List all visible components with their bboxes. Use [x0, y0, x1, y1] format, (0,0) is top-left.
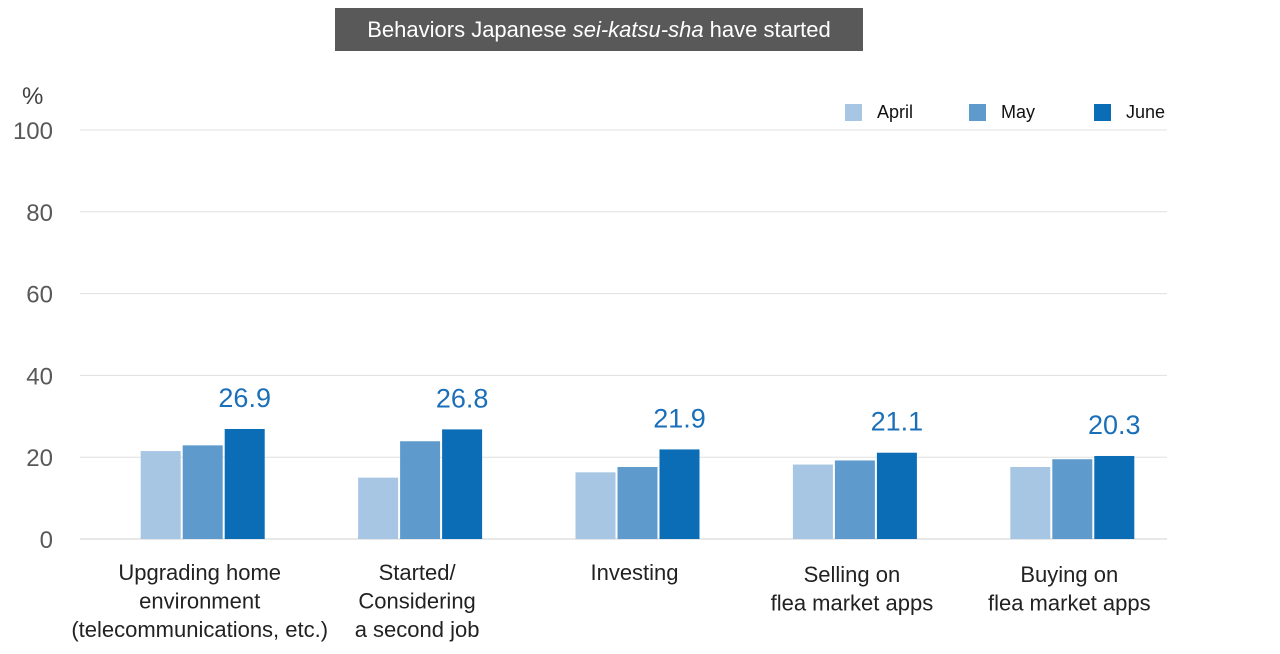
x-category-label: flea market apps — [988, 591, 1151, 616]
bar-may — [182, 445, 223, 539]
chart-title: Behaviors Japanese sei-katsu-sha have st… — [335, 8, 863, 51]
data-label: 26.9 — [218, 383, 271, 413]
legend-label: May — [1001, 102, 1035, 122]
legend-swatch — [1094, 104, 1111, 121]
y-tick-label: 60 — [26, 282, 53, 309]
x-category-label: (telecommunications, etc.) — [71, 617, 328, 642]
title-text: Behaviors Japanese sei-katsu-sha have st… — [367, 17, 831, 42]
bar-april — [575, 472, 616, 539]
bar-april — [1010, 467, 1051, 539]
bar-june — [442, 429, 483, 539]
bars — [140, 428, 1135, 539]
legend-swatch — [845, 104, 862, 121]
legend-label: June — [1126, 102, 1165, 122]
data-label: 20.3 — [1088, 410, 1141, 440]
y-tick-label: 80 — [26, 200, 53, 227]
y-axis: % 0 20 40 60 80 100 — [13, 83, 53, 554]
legend-label: April — [877, 102, 913, 122]
x-category-label: Considering — [358, 589, 475, 614]
title-segment: Behaviors Japanese — [367, 17, 572, 42]
title-box — [335, 8, 863, 51]
x-category-label: environment — [139, 589, 260, 614]
bar-june — [224, 428, 265, 539]
title-segment: have started — [704, 17, 831, 42]
bar-may — [400, 441, 441, 539]
bar-june — [876, 452, 917, 539]
legend: April May June — [845, 102, 1165, 122]
bar-april — [140, 451, 181, 539]
x-axis: Upgrading home environment (telecommunicat… — [71, 560, 1150, 642]
y-tick-label: 40 — [26, 363, 53, 390]
bar-june — [1094, 455, 1135, 539]
x-category-label: flea market apps — [771, 591, 934, 616]
y-unit-label: % — [22, 83, 43, 110]
data-label: 21.1 — [871, 407, 924, 437]
bar-may — [1052, 459, 1093, 539]
x-category-label: a second job — [355, 617, 480, 642]
y-tick-label: 0 — [40, 527, 53, 554]
data-label: 21.9 — [653, 403, 706, 433]
legend-swatch — [969, 104, 986, 121]
x-category-label: Started/ — [379, 560, 457, 585]
x-category-label: Selling on — [804, 562, 901, 587]
y-tick-label: 100 — [13, 118, 53, 145]
bar-june — [659, 449, 700, 539]
y-tick-label: 20 — [26, 445, 53, 472]
bar-april — [792, 464, 833, 539]
data-labels: 26.9 26.8 21.9 21.1 20.3 — [218, 383, 1140, 440]
title-segment: sei-katsu-sha — [573, 17, 704, 42]
bar-april — [358, 477, 399, 539]
bar-may — [834, 460, 875, 539]
x-category-label: Buying on — [1020, 562, 1118, 587]
bar-may — [617, 467, 658, 539]
data-label: 26.8 — [436, 383, 489, 413]
x-category-label: Investing — [590, 560, 678, 585]
x-category-label: Upgrading home — [118, 560, 281, 585]
